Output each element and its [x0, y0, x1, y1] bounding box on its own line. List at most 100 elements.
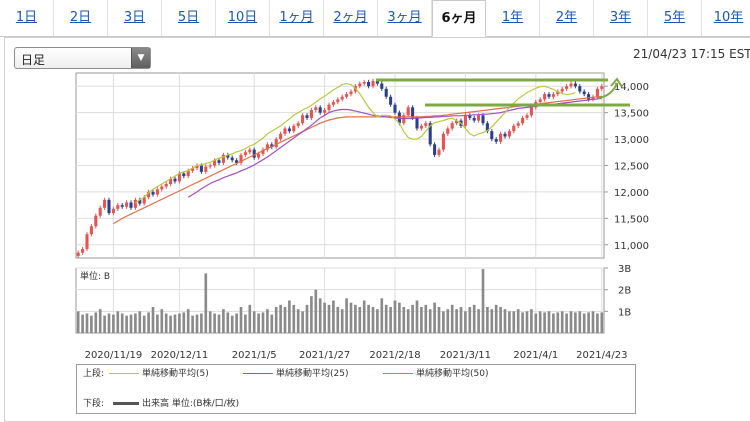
price-tick-label: 11,000 [614, 241, 649, 252]
candle-body [433, 144, 437, 155]
volume-bar [556, 312, 560, 333]
tab-9[interactable]: 1年 [486, 0, 540, 36]
volume-bar [446, 309, 450, 333]
candle-body [349, 91, 353, 95]
volume-bar [160, 309, 164, 333]
candle-body [221, 154, 225, 163]
volume-bar [98, 309, 102, 333]
volume-bar [398, 302, 401, 333]
volume-bar [107, 313, 111, 333]
volume-bar [336, 307, 340, 333]
volume-bar [468, 307, 472, 333]
x-tick-label: 2021/2/18 [369, 350, 420, 361]
volume-bar [296, 309, 300, 333]
candle-body [543, 94, 547, 100]
volume-bar [481, 269, 485, 333]
candle-body [230, 157, 234, 161]
volume-bar [252, 311, 256, 333]
candle-body [94, 215, 98, 227]
candle-body [116, 205, 120, 209]
volume-bar [182, 312, 186, 333]
volume-bar [384, 304, 388, 333]
candle-body [142, 197, 146, 204]
tab-5[interactable]: 1ヶ月 [270, 0, 324, 36]
volume-bar [380, 298, 384, 333]
tab-3[interactable]: 5日 [162, 0, 216, 36]
volume-bar [591, 311, 595, 333]
volume-bar [305, 304, 309, 333]
volume-bar [239, 307, 243, 333]
volume-bar [530, 309, 533, 333]
candle-body [191, 168, 195, 171]
volume-tick-label: 2B [618, 286, 631, 297]
tab-10[interactable]: 2年 [540, 0, 594, 36]
legend-top-label: 上段: [83, 369, 105, 379]
tab-7[interactable]: 3ヶ月 [378, 0, 432, 36]
volume-bar [340, 309, 344, 333]
volume-bar [376, 309, 379, 333]
candle-body [516, 123, 520, 126]
legend-swatch-ma50 [383, 373, 413, 374]
volume-bar [406, 309, 410, 333]
x-tick-label: 2020/11/19 [85, 350, 143, 361]
candle-body [103, 199, 107, 208]
volume-bar [499, 307, 502, 333]
legend-swatch-ma5 [109, 373, 139, 374]
volume-bar [472, 304, 476, 333]
candle-body [389, 96, 393, 105]
candle-body [367, 81, 371, 87]
candle-body [309, 110, 313, 118]
tab-4[interactable]: 10日 [216, 0, 270, 36]
tab-12[interactable]: 5年 [648, 0, 702, 36]
volume-bar [261, 312, 265, 333]
volume-bar [582, 313, 586, 333]
volume-bar [508, 311, 511, 333]
volume-bar [226, 312, 230, 333]
volume-bar [332, 300, 335, 333]
ma5-line [135, 82, 576, 204]
candle-body [578, 86, 582, 92]
candle-body [217, 160, 221, 163]
chevron-down-icon[interactable]: ▼ [131, 48, 150, 68]
volume-bar [455, 309, 458, 333]
tab-2[interactable]: 3日 [108, 0, 162, 36]
volume-bar [327, 304, 331, 333]
interval-select[interactable]: 日足 ▼ [14, 47, 151, 69]
candle-body [327, 104, 331, 110]
volume-bar [151, 307, 155, 333]
volume-bar [459, 307, 463, 333]
candle-body [428, 123, 432, 145]
volume-pane [75, 267, 605, 334]
volume-bar [358, 307, 362, 333]
tab-8[interactable]: 6ヶ月 [432, 0, 486, 37]
candle-body [547, 94, 551, 97]
candle-body [362, 81, 366, 84]
volume-bar [552, 313, 555, 333]
candle-body [481, 115, 485, 124]
tab-6[interactable]: 2ヶ月 [324, 0, 378, 36]
volume-bar [178, 313, 181, 333]
annotation-arrow-icon [597, 82, 618, 99]
tab-1[interactable]: 2日 [54, 0, 108, 36]
candle-body [468, 115, 472, 118]
candle-body [261, 149, 265, 154]
legend-swatch-volume [113, 402, 139, 405]
volume-bar [433, 302, 436, 333]
volume-bar [428, 309, 432, 333]
tab-13[interactable]: 10年 [702, 0, 750, 36]
candle-body [490, 131, 494, 140]
tab-0[interactable]: 1日 [0, 0, 54, 36]
legend-label-volume: 出来高 単位:(B株/口/枚) [142, 399, 240, 409]
volume-bar [490, 309, 494, 333]
volume-bar [120, 313, 124, 333]
volume-unit-label: 単位: B [80, 270, 110, 282]
candle-body [98, 207, 102, 216]
volume-bar [371, 307, 375, 333]
volume-bar [494, 304, 498, 333]
volume-bar [569, 311, 573, 333]
tab-11[interactable]: 3年 [594, 0, 648, 36]
candle-body [380, 83, 384, 89]
candle-body [318, 107, 322, 113]
candle-body [582, 91, 586, 95]
price-tick-label: 13,500 [614, 109, 649, 120]
